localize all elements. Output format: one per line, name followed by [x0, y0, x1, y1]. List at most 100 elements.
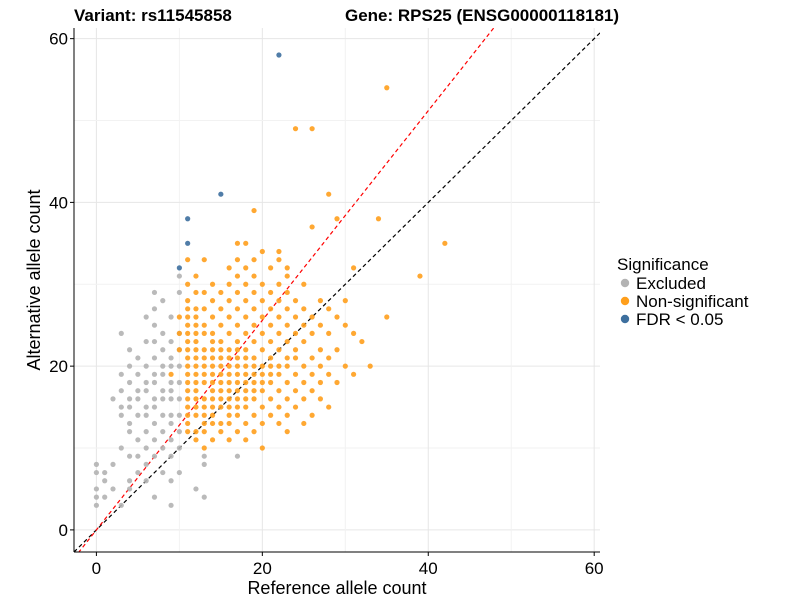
point-non-significant: [259, 330, 265, 336]
point-excluded: [126, 453, 133, 459]
point-non-significant: [292, 314, 299, 320]
point-non-significant: [234, 322, 241, 328]
point-excluded: [118, 330, 124, 336]
point-non-significant: [193, 412, 199, 418]
point-non-significant: [334, 314, 340, 320]
point-non-significant: [243, 396, 249, 402]
point-excluded: [126, 363, 133, 369]
point-excluded: [151, 494, 158, 500]
point-non-significant: [193, 437, 199, 443]
y-axis-title: Alternative allele count: [24, 189, 44, 370]
point-fdr-0-05: [218, 191, 224, 197]
point-non-significant: [342, 298, 348, 304]
point-excluded: [135, 355, 141, 361]
point-excluded: [143, 314, 149, 320]
point-non-significant: [334, 379, 340, 386]
point-non-significant: [185, 420, 191, 427]
point-non-significant: [201, 289, 207, 296]
point-non-significant: [342, 363, 348, 369]
data-points: [93, 52, 448, 508]
point-non-significant: [251, 355, 257, 361]
point-excluded: [234, 453, 241, 459]
point-non-significant: [209, 396, 216, 402]
point-excluded: [110, 461, 116, 467]
point-non-significant: [251, 412, 257, 418]
point-non-significant: [209, 437, 216, 443]
point-non-significant: [284, 429, 290, 435]
point-non-significant: [226, 347, 232, 353]
point-non-significant: [301, 396, 307, 402]
point-excluded: [160, 469, 166, 476]
point-non-significant: [193, 388, 199, 394]
point-excluded: [143, 388, 149, 394]
point-non-significant: [342, 322, 348, 328]
point-non-significant: [268, 355, 274, 361]
point-non-significant: [284, 412, 290, 418]
point-non-significant: [176, 314, 182, 320]
point-non-significant: [234, 429, 241, 435]
point-non-significant: [209, 420, 216, 427]
point-non-significant: [259, 420, 265, 427]
point-non-significant: [185, 257, 191, 263]
gridlines: [74, 28, 600, 552]
point-non-significant: [292, 347, 299, 353]
point-non-significant: [276, 404, 282, 410]
ratio-line: [78, 28, 495, 552]
point-non-significant: [276, 314, 282, 320]
point-non-significant: [276, 388, 282, 394]
point-excluded: [151, 396, 158, 402]
point-excluded: [176, 412, 182, 418]
point-non-significant: [259, 379, 265, 386]
point-excluded: [160, 412, 166, 418]
point-non-significant: [234, 379, 241, 386]
point-non-significant: [209, 314, 216, 320]
point-non-significant: [185, 363, 191, 369]
point-non-significant: [268, 306, 274, 312]
point-non-significant: [193, 347, 199, 353]
point-non-significant: [226, 363, 232, 369]
point-excluded: [193, 486, 199, 492]
point-non-significant: [243, 281, 249, 287]
point-non-significant: [226, 330, 232, 336]
point-non-significant: [226, 412, 232, 418]
point-excluded: [143, 338, 149, 345]
point-non-significant: [309, 371, 315, 377]
point-non-significant: [276, 363, 282, 369]
point-non-significant: [201, 420, 207, 427]
point-excluded: [143, 429, 149, 435]
point-excluded: [160, 388, 166, 394]
point-non-significant: [185, 388, 191, 394]
point-excluded: [93, 486, 100, 492]
point-excluded: [176, 429, 182, 435]
point-non-significant: [251, 379, 257, 386]
point-non-significant: [268, 289, 274, 296]
point-non-significant: [176, 330, 182, 336]
point-non-significant: [209, 347, 216, 353]
point-non-significant: [251, 338, 257, 345]
point-excluded: [176, 363, 182, 369]
point-fdr-0-05: [276, 52, 282, 58]
point-non-significant: [193, 322, 199, 328]
point-excluded: [93, 502, 100, 508]
point-non-significant: [268, 396, 274, 402]
point-excluded: [126, 379, 133, 386]
point-excluded: [160, 396, 166, 402]
point-non-significant: [209, 388, 216, 394]
point-excluded: [118, 404, 124, 410]
point-non-significant: [243, 363, 249, 369]
point-non-significant: [243, 330, 249, 336]
point-non-significant: [284, 355, 290, 361]
point-non-significant: [201, 330, 207, 336]
x-tick-label: 20: [253, 559, 272, 578]
point-excluded: [143, 404, 149, 410]
point-excluded: [160, 330, 166, 336]
point-non-significant: [243, 371, 249, 377]
point-excluded: [151, 420, 158, 427]
point-non-significant: [350, 371, 357, 377]
point-non-significant: [243, 437, 249, 443]
point-non-significant: [193, 273, 199, 279]
point-non-significant: [268, 265, 274, 271]
point-non-significant: [284, 306, 290, 312]
point-non-significant: [218, 429, 224, 435]
point-excluded: [201, 461, 207, 467]
